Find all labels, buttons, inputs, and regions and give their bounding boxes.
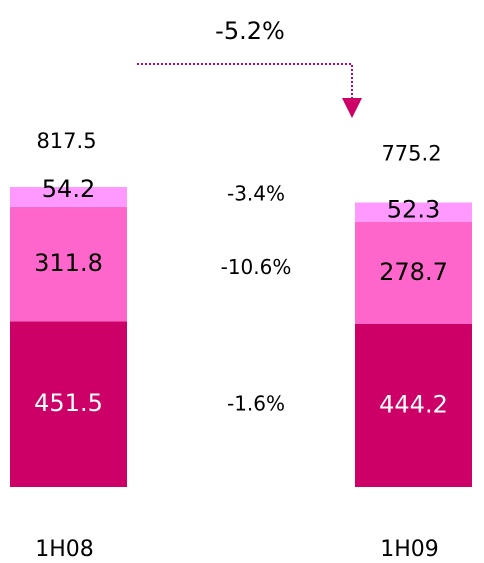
bar-segment bbox=[355, 221, 472, 324]
bar-segment bbox=[10, 321, 127, 487]
value-label: 311.8 bbox=[34, 249, 103, 277]
total-change: -5.2% bbox=[215, 17, 285, 45]
value-label: 451.5 bbox=[34, 389, 103, 417]
total-label: 775.2 bbox=[381, 142, 441, 166]
total-label: 817.5 bbox=[36, 129, 96, 153]
bar-segment bbox=[10, 187, 127, 207]
value-label: 52.3 bbox=[387, 196, 440, 224]
value-label: 278.7 bbox=[379, 258, 448, 286]
value-label: 444.2 bbox=[379, 390, 448, 418]
change-label: -3.4% bbox=[227, 182, 285, 206]
x-tick-label: 1H08 bbox=[35, 537, 94, 562]
bar-segment bbox=[355, 323, 472, 487]
change-label: -1.6% bbox=[227, 391, 285, 415]
bar-segment bbox=[355, 202, 472, 222]
arrow-line bbox=[137, 63, 353, 100]
change-label: -10.6% bbox=[221, 255, 292, 279]
bar-segment bbox=[10, 206, 127, 322]
arrow-head bbox=[342, 98, 362, 118]
value-label: 54.2 bbox=[42, 175, 95, 203]
x-tick-label: 1H09 bbox=[380, 537, 439, 562]
